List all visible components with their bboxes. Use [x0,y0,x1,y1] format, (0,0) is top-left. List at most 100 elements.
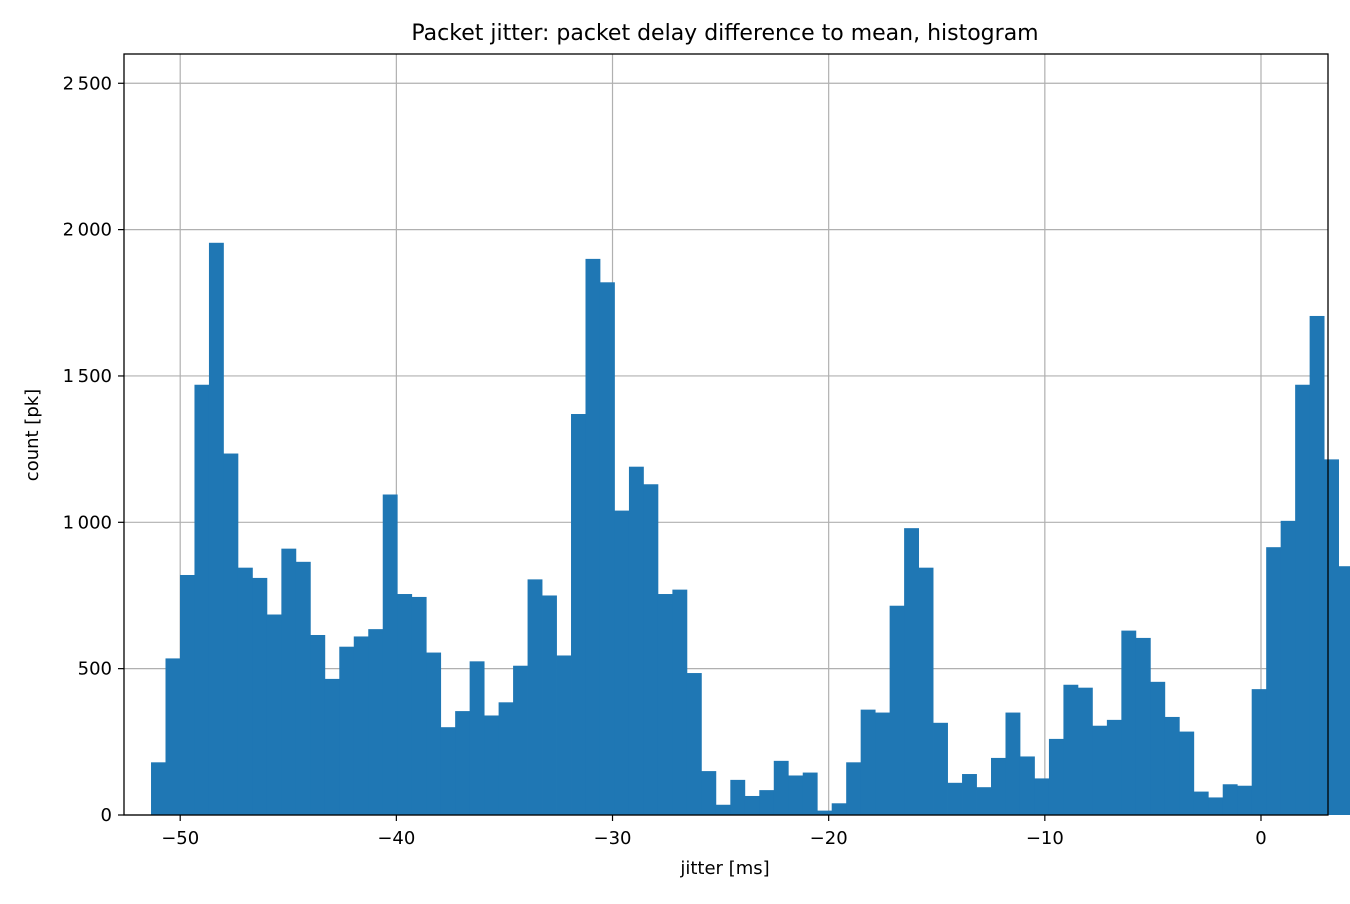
histogram-bar [151,762,166,815]
x-tick-label: −20 [810,828,848,849]
histogram-bar [353,636,369,815]
histogram-bar [1324,459,1339,815]
histogram-bar [788,775,804,815]
histogram-bar [991,757,1006,815]
y-tick-label: 1 500 [63,366,112,387]
plot-frame [123,53,1329,816]
histogram-bar [599,282,615,815]
histogram-bar [657,594,673,815]
histogram-bar [846,762,862,815]
y-axis-label: count [pk] [22,389,43,481]
histogram-bar [208,242,224,815]
histogram-bar [1034,778,1050,815]
histogram-bar [1092,725,1108,815]
x-tick-label: 0 [1255,828,1266,849]
histogram-bar [918,567,934,815]
y-tick-label: 500 [78,659,112,680]
histogram-bar [411,596,427,815]
histogram-bar [266,614,282,815]
histogram-bar [643,484,659,815]
histogram-bar [165,658,181,815]
histogram-bar [1295,384,1311,815]
histogram-bar [513,665,528,815]
histogram-bar [1266,547,1282,815]
histogram-bar [759,790,775,815]
x-tick-label: −40 [377,828,415,849]
histogram-bar [628,466,644,815]
histogram-bar [889,605,905,815]
histogram-bar [1164,716,1180,815]
histogram-bar [1121,630,1137,815]
histogram-bar [1338,566,1350,815]
histogram-bar [1048,738,1064,815]
histogram-bar [701,771,717,815]
histogram-bar [556,655,572,815]
histogram-bar [715,804,731,815]
histogram-bar [455,711,471,815]
histogram-bar [686,673,702,815]
histogram-bar [440,727,456,815]
histogram-bar [1208,797,1224,815]
histogram-bar [1251,689,1267,815]
chart-title: Packet jitter: packet delay difference t… [411,21,1038,46]
histogram-bar [1106,719,1122,815]
y-tick-label: 2 500 [63,73,112,94]
histogram-bar [237,567,253,815]
histogram-bar [730,779,746,815]
histogram-bar [614,510,630,815]
y-tick-label: 2 000 [63,220,112,241]
histogram-bar [1077,687,1093,815]
histogram-bar [1179,731,1195,815]
histogram-bar [1135,637,1151,815]
histogram-bar [1237,785,1253,815]
histogram-bar [252,577,268,815]
x-tick-label: −30 [594,828,632,849]
histogram-bar [179,574,195,815]
histogram-bar [1150,681,1166,815]
bars-layer [151,242,1350,815]
histogram-bar [1309,315,1325,815]
histogram-bar [744,795,760,815]
x-tick-label: −50 [161,828,199,849]
histogram-bar [773,760,789,815]
histogram-bar [875,712,891,815]
histogram-bar [1222,784,1238,815]
histogram-bar [860,709,876,815]
histogram-bar [527,579,543,815]
histogram-bar [831,803,847,815]
histogram-bar [397,594,413,815]
histogram-bar [962,774,977,815]
histogram-bar [426,652,442,815]
histogram-bar [498,702,514,815]
histogram-bar [339,646,355,815]
histogram-bar [802,772,818,815]
x-axis-label: jitter [ms] [679,858,769,879]
histogram-bar [542,595,557,815]
y-tick-label: 1 000 [63,512,112,533]
histogram-bar [382,494,398,815]
histogram-bar [1063,684,1079,815]
histogram-bar [1280,520,1296,815]
histogram-bar [672,589,688,815]
histogram-bar [281,548,297,815]
histogram-bar [194,384,210,815]
histogram-bar [484,715,500,815]
histogram-bar [1019,756,1035,815]
histogram-bar [1193,791,1209,815]
histogram-bar [933,722,948,815]
histogram-bar [904,528,919,815]
histogram-bar [310,634,326,815]
y-tick-label: 0 [101,805,112,826]
histogram-bar [947,782,963,815]
histogram-bar [571,414,586,815]
histogram-bar [469,661,485,815]
x-tick-label: −10 [1026,828,1064,849]
histogram-bar [817,810,833,815]
histogram-bar [1005,712,1021,815]
histogram-bar [976,787,992,815]
histogram-bar [223,453,239,815]
histogram-bar [324,678,340,815]
